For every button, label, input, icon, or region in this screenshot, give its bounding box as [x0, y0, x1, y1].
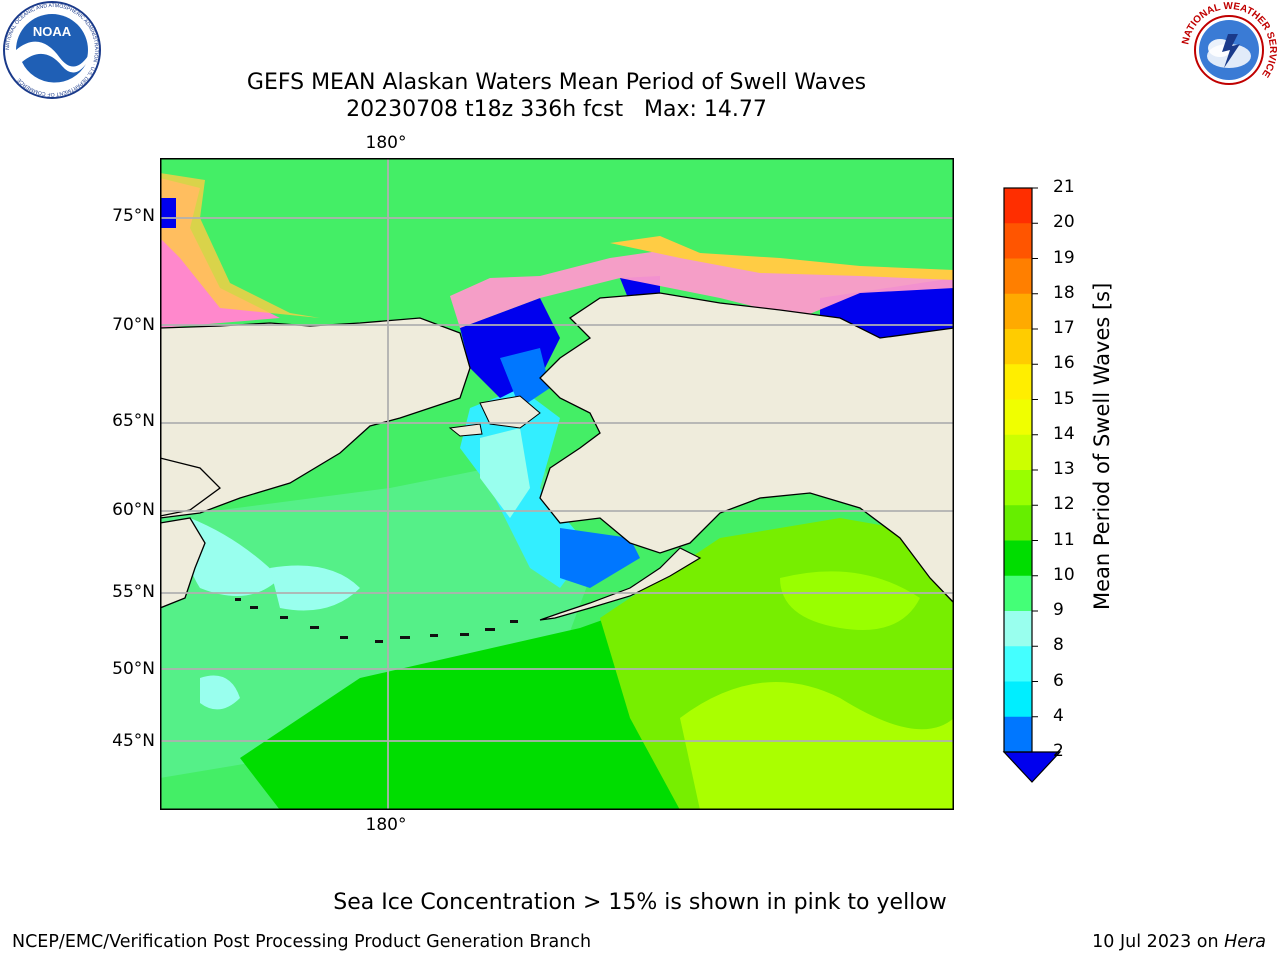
colorbar-tick-label: 15 — [1053, 388, 1075, 409]
colorbar — [1002, 187, 1062, 783]
colorbar-tick-label: 11 — [1053, 529, 1075, 550]
colorbar-segment — [1004, 575, 1032, 612]
chart-title: GEFS MEAN Alaskan Waters Mean Period of … — [246, 70, 867, 95]
lon-label-bottom: 180° — [365, 815, 407, 835]
sea-ice-yellow-north — [610, 236, 954, 280]
colorbar-label: Mean Period of Swell Waves [s] — [1090, 282, 1114, 610]
aleutian-islands — [235, 598, 518, 643]
noaa-logo: NOAA NATIONAL OCEANIC AND ATMOSPHERIC AD… — [3, 1, 101, 99]
colorbar-tick-label: 10 — [1053, 564, 1075, 585]
chukchi-lightblue — [500, 348, 550, 408]
lat-label-65: 65°N — [112, 411, 155, 431]
colorbar-segment — [1004, 681, 1032, 718]
colorbar-tick-label: 4 — [1053, 705, 1064, 726]
colorbar-extend-triangle — [1002, 751, 1062, 783]
land-kamchatka — [160, 517, 206, 609]
colorbar-segment — [1004, 505, 1032, 541]
lat-label-75: 75°N — [112, 206, 155, 226]
nws-logo: NATIONAL WEATHER SERVICE — [1180, 1, 1278, 97]
footer-date: 10 Jul 2023 on Hera — [1092, 932, 1266, 952]
sea-ice-band-north — [450, 248, 954, 328]
footer-date-text: 10 Jul 2023 on — [1092, 932, 1225, 952]
colorbar-segment — [1004, 188, 1032, 224]
colorbar-segment — [1004, 470, 1032, 506]
ocean-cyan-patch-2 — [270, 565, 360, 611]
ocean-cyan-patch-1 — [186, 518, 280, 596]
colorbar-tick-label: 20 — [1053, 212, 1075, 233]
bristol-blue — [560, 528, 640, 588]
swell-period-map — [160, 158, 954, 810]
colorbar-tick-label: 12 — [1053, 494, 1075, 515]
lat-label-45: 45°N — [112, 731, 155, 751]
colorbar-segment — [1004, 716, 1032, 753]
lat-label-50: 50°N — [112, 659, 155, 679]
colorbar-tick-label: 21 — [1053, 177, 1075, 197]
ocean-cyan-patch-3 — [200, 675, 240, 710]
colorbar-tick-label: 13 — [1053, 459, 1075, 479]
footer-organization: NCEP/EMC/Verification Post Processing Pr… — [12, 932, 592, 952]
chart-subtitle: 20230708 t18z 336h fcst Max: 14.77 — [346, 97, 767, 122]
st-lawrence-island — [448, 423, 483, 437]
lat-label-70: 70°N — [112, 315, 155, 335]
alaska-peninsula — [539, 547, 702, 621]
bering-light — [480, 428, 530, 518]
colorbar-tick-label: 16 — [1053, 353, 1075, 374]
lat-label-60: 60°N — [112, 500, 155, 520]
colorbar-segment — [1004, 258, 1032, 295]
seward-peninsula — [479, 395, 541, 429]
colorbar-segment — [1004, 364, 1032, 400]
colorbar-tick-label: 18 — [1053, 282, 1075, 303]
sea-ice-nw-yellow — [160, 173, 320, 318]
colorbar-segment — [1004, 329, 1032, 365]
colorbar-segment — [1004, 399, 1032, 436]
colorbar-segment — [1004, 540, 1032, 577]
footer-system: Hera — [1224, 932, 1266, 952]
ocean-west-field — [160, 458, 590, 778]
colorbar-segment — [1004, 293, 1032, 330]
colorbar-tick-label: 8 — [1053, 635, 1064, 656]
colorbar-segment — [1004, 434, 1032, 471]
ocean-east-core — [680, 682, 954, 810]
sea-ice-nw-blue — [160, 198, 176, 228]
colorbar-segment — [1004, 646, 1032, 682]
colorbar-tick-label: 19 — [1053, 247, 1075, 268]
colorbar-tick-label: 17 — [1053, 318, 1075, 338]
colorbar-tick-label: 6 — [1053, 670, 1064, 691]
graticule — [160, 158, 954, 810]
lat-label-55: 55°N — [112, 582, 155, 602]
colorbar-tick-label: 9 — [1053, 600, 1064, 620]
lon-label-top: 180° — [365, 133, 407, 153]
colorbar-segment — [1004, 223, 1032, 259]
sea-ice-caption: Sea Ice Concentration > 15% is shown in … — [333, 890, 947, 915]
ocean-east-patch — [780, 571, 920, 630]
colorbar-segment — [1004, 611, 1032, 647]
svg-text:NOAA: NOAA — [33, 24, 72, 39]
land-alaska — [539, 292, 954, 604]
colorbar-tick-label: 14 — [1053, 423, 1075, 444]
land-kamchatka-coast — [160, 457, 221, 517]
colorbar-tick-label: 2 — [1053, 741, 1064, 761]
